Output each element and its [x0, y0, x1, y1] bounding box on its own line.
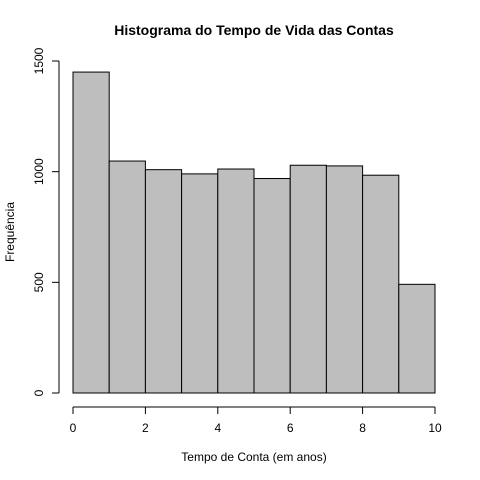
bars-group	[72, 71, 436, 394]
x-tick-label: 6	[287, 421, 294, 435]
histogram-bar-2	[144, 169, 183, 394]
chart-title: Histograma do Tempo de Vida das Contas	[114, 22, 394, 38]
x-tick-label: 8	[359, 421, 366, 435]
y-axis: 0 500 1000 1500	[32, 47, 60, 396]
histogram-bar-5	[253, 178, 291, 394]
y-tick-label: 500	[32, 272, 46, 292]
x-tick-label: 4	[214, 421, 221, 435]
x-tick-label: 2	[142, 421, 149, 435]
histogram-bar-7	[325, 165, 364, 394]
histogram-bar-8	[362, 174, 400, 394]
histogram-bar-4	[217, 168, 255, 394]
x-axis: 0 2 4 6 8 10	[70, 406, 442, 435]
histogram-bar-6	[289, 164, 327, 394]
x-tick-label: 10	[428, 421, 442, 435]
x-axis-label: Tempo de Conta (em anos)	[181, 450, 326, 464]
histogram-bar-1	[108, 160, 146, 394]
y-tick-label: 1500	[32, 47, 46, 74]
x-tick-label: 0	[70, 421, 77, 435]
y-axis-label: Frequência	[3, 202, 17, 262]
y-tick-label: 1000	[32, 158, 46, 185]
y-tick-label: 0	[32, 389, 46, 396]
histogram-bar-0	[72, 71, 110, 394]
histogram-bar-9	[398, 283, 436, 394]
histogram-bar-3	[181, 173, 219, 394]
